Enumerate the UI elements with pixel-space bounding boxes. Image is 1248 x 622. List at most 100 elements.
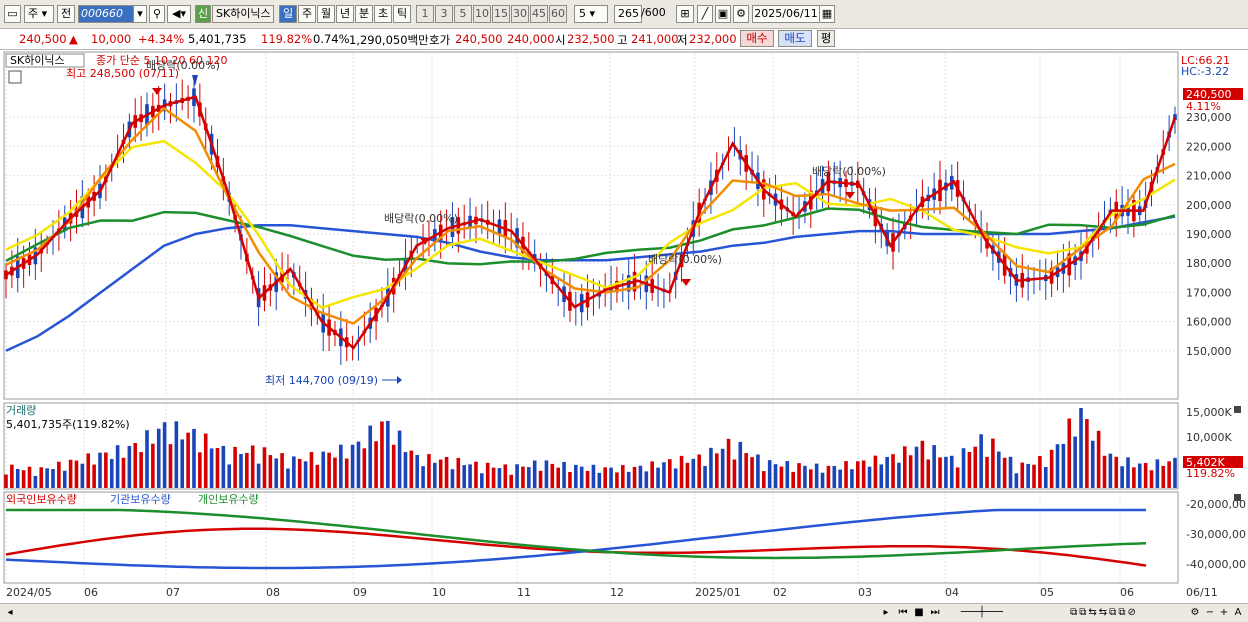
volume-bar bbox=[86, 453, 91, 488]
volume-bar bbox=[397, 430, 402, 488]
volume-bar bbox=[115, 445, 120, 488]
volume-bar bbox=[1049, 449, 1054, 488]
holding-legend-institution: 기관보유수량 bbox=[110, 493, 171, 506]
draw-icon[interactable]: ╱ bbox=[697, 5, 713, 23]
font-size-icon[interactable]: A bbox=[1234, 607, 1242, 618]
stock-chart-svg[interactable]: 230,000 220,000 210,000 200,000 190,000 180,0… bbox=[0, 50, 1248, 603]
volume-bar bbox=[180, 439, 185, 488]
audio-icon[interactable]: ◀▾ bbox=[167, 5, 191, 23]
volume-bar bbox=[1114, 456, 1119, 488]
volume-bar bbox=[897, 462, 901, 488]
period-tab-0[interactable]: 일 bbox=[279, 5, 297, 23]
legend-stock-name: SK하이닉스 bbox=[10, 53, 65, 67]
stop-icon[interactable]: ■ bbox=[914, 607, 924, 618]
volume-bar bbox=[644, 471, 649, 488]
volume-bar bbox=[192, 428, 196, 488]
window-menu-icon[interactable]: ▭ bbox=[4, 5, 21, 23]
price-axis-label: 190,000 bbox=[1186, 228, 1232, 241]
volume-bar bbox=[121, 457, 126, 488]
date-input[interactable]: 2025/06/11 bbox=[752, 5, 820, 23]
volume-bar bbox=[938, 457, 942, 488]
code-dropdown-icon[interactable]: ▾ bbox=[133, 5, 147, 23]
volume-bar bbox=[850, 469, 854, 488]
low-label: 저 bbox=[677, 33, 688, 47]
interval-button-6[interactable]: 45 bbox=[530, 5, 548, 23]
volume-bar bbox=[826, 465, 831, 488]
interval-button-3[interactable]: 10 bbox=[473, 5, 491, 23]
period-tab-6[interactable]: 틱 bbox=[393, 5, 411, 23]
individual-holding-line bbox=[6, 508, 1147, 560]
volume-bar bbox=[250, 445, 255, 488]
interval-button-0[interactable]: 1 bbox=[416, 5, 434, 23]
period-tab-2[interactable]: 월 bbox=[317, 5, 335, 23]
chart-table-icon[interactable] bbox=[8, 70, 22, 84]
ask-label: 호가 bbox=[429, 33, 451, 47]
interval-button-5[interactable]: 30 bbox=[511, 5, 529, 23]
period-tab-3[interactable]: 년 bbox=[336, 5, 354, 23]
volume-bar bbox=[844, 461, 848, 488]
prev-button[interactable]: 전 bbox=[57, 5, 75, 23]
volume-bar bbox=[391, 444, 396, 488]
buy-button[interactable]: 매수 bbox=[740, 30, 774, 47]
volume-bar bbox=[1002, 457, 1007, 488]
volume-bar bbox=[315, 464, 320, 488]
scroll-left-icon[interactable]: ◂ bbox=[7, 607, 13, 618]
volume-bar bbox=[691, 458, 696, 488]
tools-icon[interactable]: ⊞ bbox=[676, 5, 694, 23]
volume-bar bbox=[474, 461, 478, 488]
volume-close-icon[interactable] bbox=[1234, 406, 1241, 413]
save-icon[interactable]: ▣ bbox=[715, 5, 731, 23]
first-icon[interactable]: ⏮ bbox=[898, 607, 908, 618]
volume-bar bbox=[45, 468, 49, 488]
time-axis-label: 12 bbox=[610, 586, 624, 599]
interval-button-4[interactable]: 15 bbox=[492, 5, 510, 23]
stock-code-input[interactable]: 000660 bbox=[78, 5, 134, 23]
volume-bar bbox=[386, 420, 390, 488]
volume-bar bbox=[438, 459, 443, 488]
volume-bar bbox=[286, 468, 290, 488]
interval-button-7[interactable]: 60 bbox=[549, 5, 567, 23]
volume-bar bbox=[867, 466, 872, 488]
volume-bar bbox=[574, 464, 578, 488]
quote-bar: 240,500 ▲ 10,000 +4.34% 5,401,735 119.82… bbox=[0, 29, 1248, 50]
volume-bar bbox=[198, 452, 202, 488]
holding-axis-label: -20,000,00 bbox=[1186, 498, 1246, 511]
volume-bar bbox=[104, 452, 108, 488]
avg-button[interactable]: 평 bbox=[817, 30, 835, 47]
zoom-slider[interactable]: ───┼─── bbox=[960, 607, 1004, 618]
volume-bar bbox=[98, 452, 102, 488]
interval-button-2[interactable]: 5 bbox=[454, 5, 472, 23]
volume-bar bbox=[650, 461, 654, 488]
search-icon[interactable]: ⚲ bbox=[149, 5, 165, 23]
hc-label: HC:-3.22 bbox=[1181, 65, 1229, 78]
volume-bar bbox=[80, 463, 85, 488]
volume-bar bbox=[944, 456, 948, 488]
volume-bar bbox=[380, 421, 384, 488]
volume-bar bbox=[685, 462, 690, 488]
interval-select[interactable]: 5 ▾ bbox=[574, 5, 608, 23]
period-menu[interactable]: 주 ▾ bbox=[24, 5, 54, 23]
zoom-in-icon[interactable]: + bbox=[1219, 607, 1229, 618]
zoom-out-icon[interactable]: − bbox=[1205, 607, 1215, 618]
volume-bar bbox=[1096, 430, 1101, 488]
count-input[interactable]: 265 bbox=[614, 5, 642, 23]
holding-close-icon[interactable] bbox=[1234, 494, 1241, 501]
turnover-rate: 0.74% bbox=[313, 32, 350, 46]
settings-small-icon[interactable]: ⚙ bbox=[1190, 607, 1200, 618]
gear-icon[interactable]: ⚙ bbox=[733, 5, 749, 23]
scroll-right-icon[interactable]: ▸ bbox=[883, 607, 889, 618]
chart-area[interactable]: 230,000 220,000 210,000 200,000 190,000 180,0… bbox=[0, 50, 1248, 603]
chart-tool-icons[interactable]: ⧉⧉⇆⇆⧉⧉⊘ bbox=[1070, 607, 1138, 618]
stock-name-field[interactable]: SK하이닉스 bbox=[212, 5, 274, 23]
period-tab-4[interactable]: 분 bbox=[355, 5, 373, 23]
interval-button-1[interactable]: 3 bbox=[435, 5, 453, 23]
volume-bar bbox=[1032, 464, 1036, 488]
next-icon[interactable]: ⏭ bbox=[930, 607, 940, 618]
sell-button[interactable]: 매도 bbox=[778, 30, 812, 47]
period-tab-5[interactable]: 초 bbox=[374, 5, 392, 23]
period-tab-1[interactable]: 주 bbox=[298, 5, 316, 23]
volume-bar bbox=[668, 459, 672, 488]
calendar-icon[interactable]: ▦ bbox=[819, 5, 835, 23]
volume-bar bbox=[726, 438, 731, 488]
